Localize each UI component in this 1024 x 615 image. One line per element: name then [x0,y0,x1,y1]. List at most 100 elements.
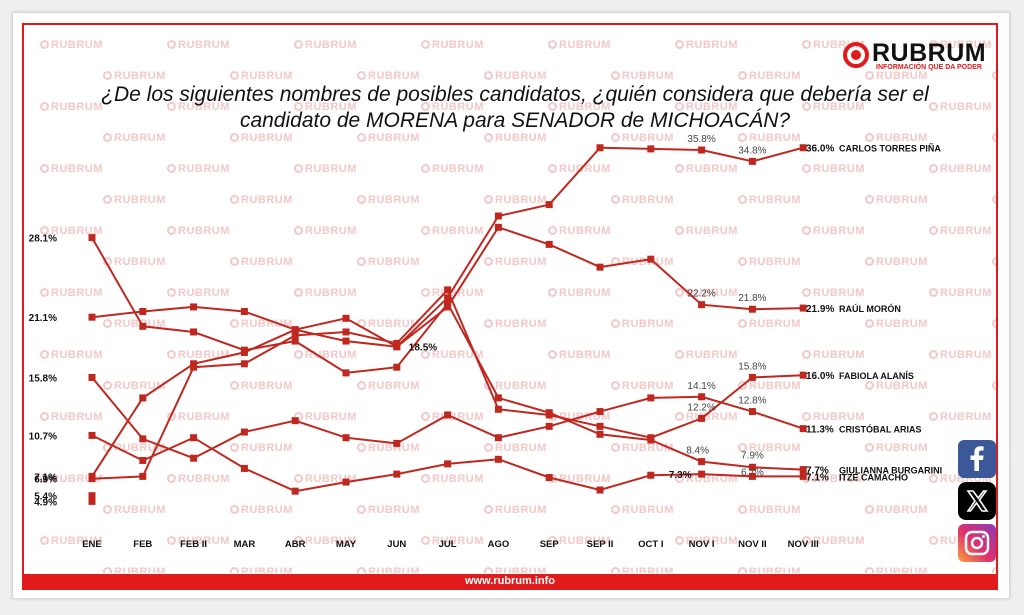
data-point [88,492,96,500]
data-point [393,470,401,478]
data-point [240,360,248,368]
data-point [799,466,807,474]
annotation-label: 12.2% [687,402,715,413]
data-point [240,464,248,472]
x-tick-label: FEB [133,539,152,550]
watermark-text: RUBRUM [294,39,357,51]
logo-ring-icon [843,42,869,68]
watermark-text: RUBRUM [992,70,996,82]
x-icon[interactable] [958,482,996,520]
annotation-label: 7.9% [741,450,764,461]
watermark-layer: RUBRUM RUBRUM RUBRUM RUBRUM RUBRUM RUBRUM RUBR… [24,25,996,573]
watermark-text: RUBRUM [675,163,738,175]
watermark-text: RUBRUM [167,163,230,175]
watermark-text: RUBRUM [421,473,484,485]
watermark-text: RUBRUM [548,39,611,51]
start-value-label: 4.9% [34,497,57,508]
red-frame [22,23,998,590]
watermark-text: RUBRUM [357,256,420,268]
watermark-text: RUBRUM [929,39,992,51]
data-point [647,394,655,402]
watermark-text: RUBRUM [865,318,928,330]
watermark-text: RUBRUM [103,566,166,573]
watermark-text: RUBRUM [738,256,801,268]
x-tick-label: AGO [488,539,510,550]
watermark-text: RUBRUM [484,194,547,206]
watermark-text: RUBRUM [357,70,420,82]
data-point [545,409,553,417]
watermark-text: RUBRUM [992,256,996,268]
watermark-text: RUBRUM [167,101,230,113]
annotation-label: 15.8% [738,361,766,372]
watermark-text: RUBRUM [738,442,801,454]
data-point [647,471,655,479]
watermark-text: RUBRUM [294,349,357,361]
data-point [799,425,807,433]
data-point [88,313,96,321]
instagram-icon[interactable] [958,524,996,562]
watermark-text: RUBRUM [865,380,928,392]
x-tick-label: SEP II [587,539,614,550]
watermark-text: RUBRUM [421,349,484,361]
series-line [91,237,804,471]
series-name-label: ITZÉ CAMACHO [839,472,908,482]
watermark-text: RUBRUM [421,101,484,113]
data-point [240,346,248,354]
facebook-icon[interactable] [958,440,996,478]
watermark-text: RUBRUM [865,194,928,206]
watermark-text: RUBRUM [929,163,992,175]
watermark-text: RUBRUM [802,411,865,423]
data-point [494,212,502,220]
watermark-text: RUBRUM [548,163,611,175]
annotation-label: 35.8% [687,134,715,145]
data-point [88,497,96,505]
watermark-text: RUBRUM [802,349,865,361]
watermark-text: RUBRUM [548,287,611,299]
start-value-label: 5.4% [34,492,57,503]
data-point [342,314,350,322]
watermark-text: RUBRUM [167,287,230,299]
watermark-text: RUBRUM [230,504,293,516]
annotation-label: 6.7% [741,467,764,478]
data-point [88,234,96,242]
watermark-text: RUBRUM [611,70,674,82]
chart-title-line2: candidato de MORENA para SENADOR de MICH… [239,109,791,132]
data-point [596,263,604,271]
start-value-label: 21.1% [29,313,57,324]
watermark-text: RUBRUM [865,132,928,144]
data-point [342,328,350,336]
website-link[interactable]: www.rubrum.info [464,575,556,587]
watermark-text: RUBRUM [167,39,230,51]
watermark-text: RUBRUM [484,132,547,144]
watermark-text: RUBRUM [992,132,996,144]
data-point [139,472,147,480]
watermark-text: RUBRUM [40,535,103,547]
watermark-text: RUBRUM [294,101,357,113]
data-point [342,369,350,377]
watermark-text: RUBRUM [421,535,484,547]
watermark-text: RUBRUM [992,566,996,573]
data-point [698,458,706,466]
annotation-label: 7.3% [669,470,692,481]
logo-name: RUBRUM [872,39,987,67]
watermark-text: RUBRUM [484,256,547,268]
data-point [596,144,604,152]
x-tick-label: JUN [387,539,406,550]
data-point [88,373,96,381]
start-value-label: 6.9% [34,475,57,486]
watermark-text: RUBRUM [865,566,928,573]
watermark-text: RUBRUM [103,194,166,206]
annotation-label: 21.8% [738,293,766,304]
watermark-text: RUBRUM [611,194,674,206]
x-tick-label: ENE [82,539,102,550]
data-point [698,414,706,422]
watermark-text: RUBRUM [738,380,801,392]
data-point [545,240,553,248]
data-point [748,408,756,416]
annotation-label: 14.1% [687,381,715,392]
annotation-label: 12.8% [738,396,766,407]
watermark-text: RUBRUM [294,163,357,175]
data-point [190,434,198,442]
end-value-label: 21.9% [806,304,834,315]
